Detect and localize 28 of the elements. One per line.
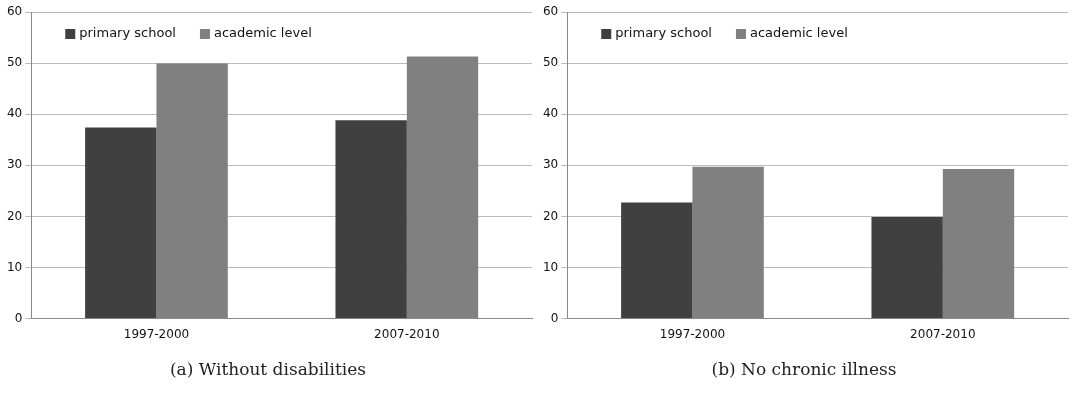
y-tick-label: 20 xyxy=(6,208,23,223)
legend-label: academic level xyxy=(213,25,312,41)
y-tick-label: 60 xyxy=(6,4,23,19)
y-tick-label: 30 xyxy=(542,157,559,172)
legend-label: primary school xyxy=(615,25,712,41)
y-tick-label: 20 xyxy=(542,208,559,223)
bar xyxy=(335,120,407,319)
legend-label: primary school xyxy=(79,25,176,41)
bar xyxy=(871,216,943,319)
y-tick-label: 0 xyxy=(550,310,559,325)
y-tick-label: 10 xyxy=(6,259,23,274)
y-tick-label: 50 xyxy=(6,55,23,70)
x-tick-label: 2007-2010 xyxy=(910,326,976,341)
text: (a) Without disabilities xyxy=(168,359,367,379)
y-tick-label: 30 xyxy=(6,157,23,172)
text: (b) No chronic illness xyxy=(710,359,898,379)
legend-label: academic level xyxy=(749,25,848,41)
y-tick-label: 0 xyxy=(14,310,23,325)
x-tick-label: 1997-2000 xyxy=(123,326,190,341)
y-tick-label: 40 xyxy=(542,106,559,121)
bar xyxy=(621,202,693,319)
y-tick-label: 50 xyxy=(542,55,559,70)
bar xyxy=(85,127,157,319)
x-tick-label: 2007-2010 xyxy=(374,326,440,341)
y-tick-label: 60 xyxy=(542,4,559,19)
x-tick-label: 1997-2000 xyxy=(659,326,726,341)
y-tick-label: 40 xyxy=(6,106,23,121)
y-tick-label: 10 xyxy=(542,259,559,274)
